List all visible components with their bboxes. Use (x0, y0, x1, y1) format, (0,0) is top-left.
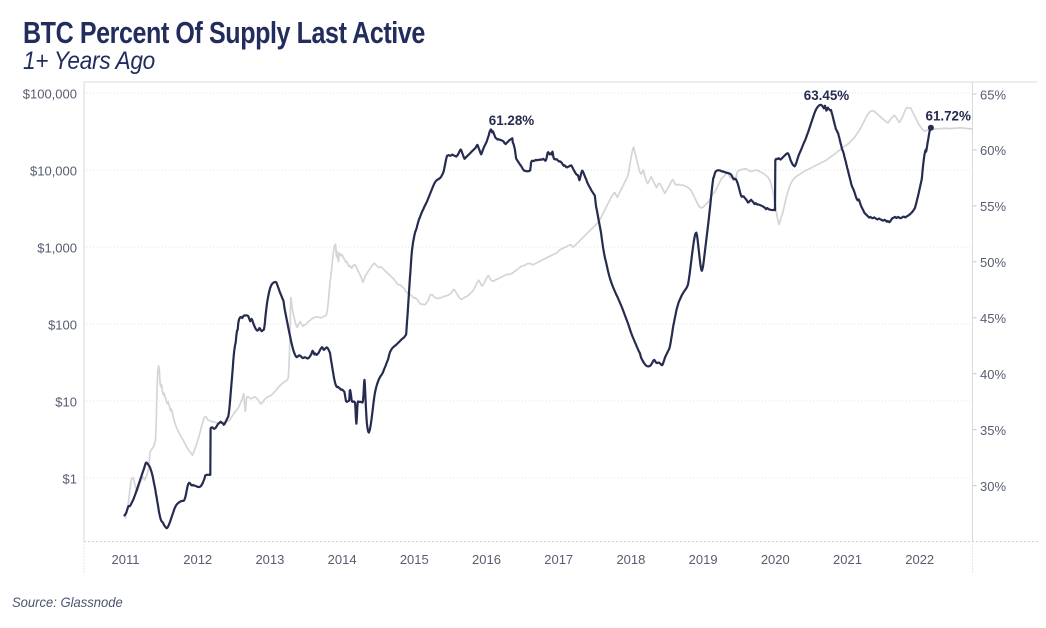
svg-text:2016: 2016 (472, 552, 501, 567)
svg-text:$100: $100 (48, 318, 77, 333)
svg-text:2015: 2015 (400, 552, 429, 567)
svg-text:2017: 2017 (544, 552, 573, 567)
svg-text:2020: 2020 (761, 552, 790, 567)
svg-text:60%: 60% (980, 143, 1006, 158)
svg-text:$1: $1 (63, 472, 77, 487)
svg-text:45%: 45% (980, 311, 1006, 326)
svg-text:$100,000: $100,000 (23, 87, 77, 102)
svg-text:63.45%: 63.45% (804, 88, 850, 103)
svg-text:$10: $10 (55, 395, 77, 410)
svg-text:50%: 50% (980, 255, 1006, 270)
svg-text:2012: 2012 (183, 552, 212, 567)
svg-text:2011: 2011 (112, 552, 140, 567)
svg-text:2019: 2019 (689, 552, 718, 567)
svg-text:61.72%: 61.72% (926, 109, 972, 124)
svg-text:2014: 2014 (328, 552, 357, 567)
svg-text:65%: 65% (980, 87, 1006, 102)
svg-text:2021: 2021 (833, 552, 862, 567)
svg-text:$1,000: $1,000 (37, 241, 77, 256)
svg-text:35%: 35% (980, 423, 1006, 438)
svg-text:2013: 2013 (255, 552, 284, 567)
svg-text:30%: 30% (980, 479, 1006, 494)
svg-text:2018: 2018 (616, 552, 645, 567)
svg-text:40%: 40% (980, 367, 1006, 382)
svg-text:61.28%: 61.28% (489, 113, 535, 128)
svg-text:$10,000: $10,000 (30, 164, 77, 179)
svg-text:2022: 2022 (905, 552, 934, 567)
svg-text:55%: 55% (980, 199, 1006, 214)
